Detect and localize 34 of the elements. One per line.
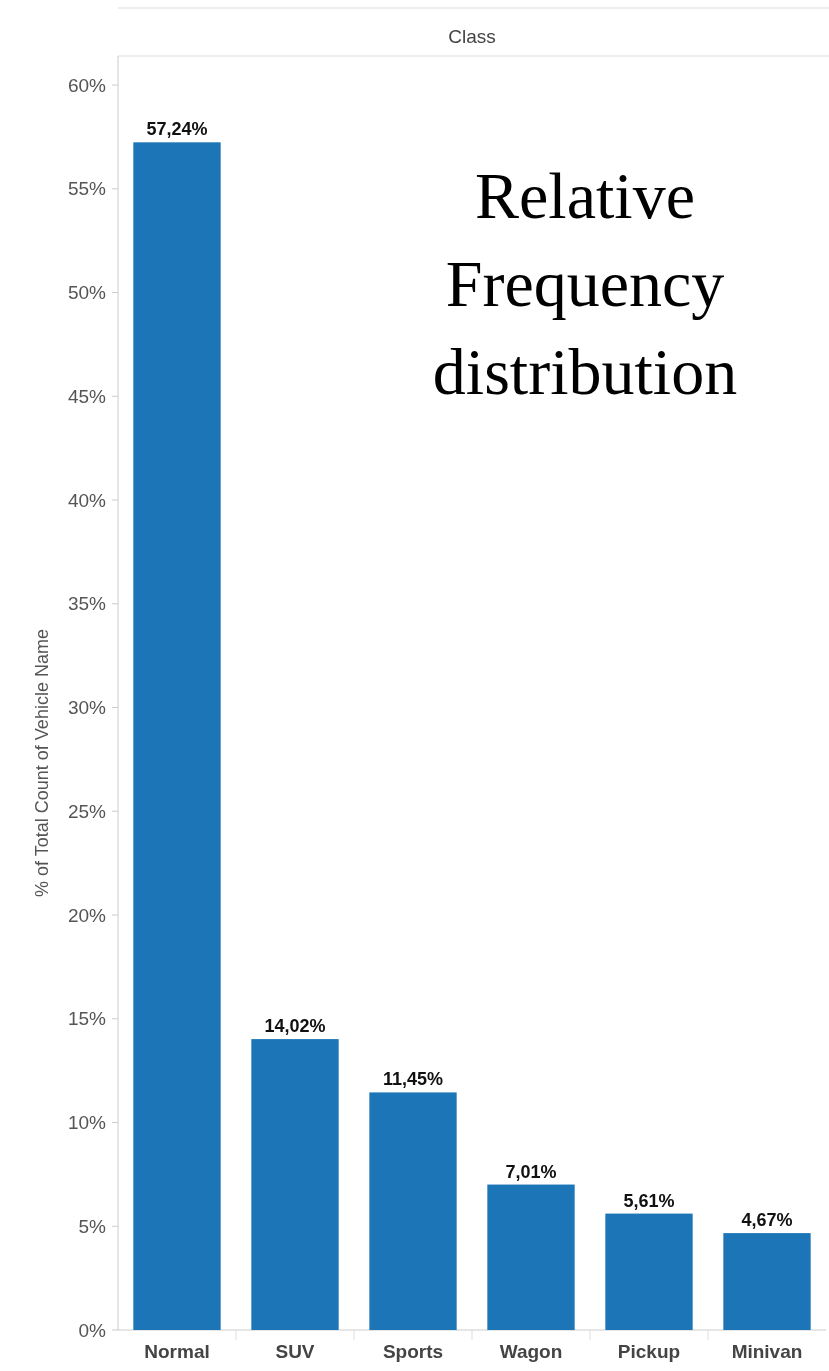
y-axis-title: % of Total Count of Vehicle Name <box>32 629 52 897</box>
x-tick-label: Pickup <box>617 1341 681 1362</box>
y-tick-label: 40% <box>67 489 107 511</box>
y-tick-label: 55% <box>67 178 107 200</box>
data-label: 7,01% <box>505 1161 557 1182</box>
bar <box>723 1233 811 1330</box>
data-label: 14,02% <box>264 1016 326 1037</box>
bar <box>369 1092 457 1330</box>
y-tick-label: 0% <box>78 1319 107 1341</box>
y-tick-label: 60% <box>67 74 107 96</box>
data-label: 5,61% <box>623 1190 675 1211</box>
y-tick-label: 50% <box>67 282 107 304</box>
bar <box>251 1039 339 1330</box>
x-tick-label: Normal <box>144 1341 210 1362</box>
data-label: 4,67% <box>741 1210 793 1231</box>
y-tick-label: 35% <box>67 593 107 615</box>
data-label: 11,45% <box>382 1069 444 1090</box>
annotation: Relative Frequency distribution <box>432 159 738 408</box>
y-tick-label: 30% <box>67 697 107 719</box>
bar <box>605 1213 693 1330</box>
y-tick-label: 45% <box>67 385 107 407</box>
y-tick-label: 5% <box>78 1215 107 1237</box>
bar <box>487 1184 575 1330</box>
bar <box>133 142 221 1330</box>
y-tick-label: 25% <box>67 800 107 822</box>
x-tick-label: SUV <box>275 1341 315 1362</box>
x-axis-title: Class <box>448 26 496 47</box>
y-tick-label: 20% <box>67 904 107 926</box>
x-tick-label: Minivan <box>731 1341 803 1362</box>
x-tick-label: Sports <box>382 1341 444 1362</box>
x-tick-label: Wagon <box>499 1341 563 1362</box>
y-tick-label: 10% <box>67 1112 107 1134</box>
y-tick-label: 15% <box>67 1008 107 1030</box>
data-label: 57,24% <box>146 119 208 140</box>
